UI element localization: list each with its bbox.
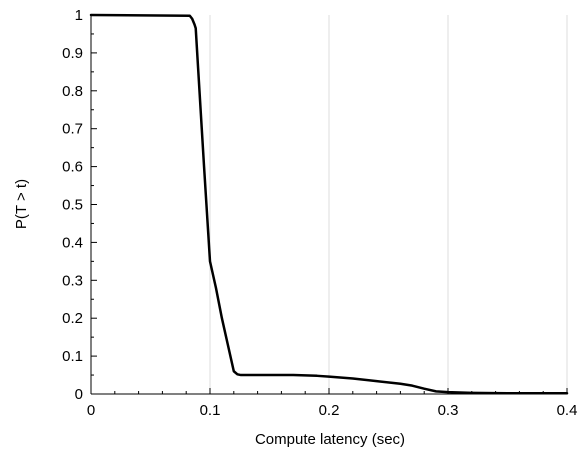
x-tick-label-0: 0 [87,402,95,419]
y-tick-label-9: 0.9 [62,45,83,62]
y-tick-label-0: 0 [75,386,83,403]
y-axis-title: P(T > t) [13,179,30,229]
x-axis-title: Compute latency (sec) [255,431,405,448]
y-tick-label-1: 0.1 [62,348,83,365]
minor-tick-layer [91,33,544,394]
x-tick-label-2: 0.2 [319,402,340,419]
x-tick-label-3: 0.3 [438,402,459,419]
y-tick-label-5: 0.5 [62,197,83,214]
series-line-0 [89,13,569,395]
y-tick-label-10: 1 [75,7,83,24]
y-tick-label-8: 0.8 [62,83,83,100]
y-tick-label-4: 0.4 [62,234,83,251]
y-tick-label-6: 0.6 [62,159,83,176]
y-tick-label-7: 0.7 [62,121,83,138]
y-tick-label-3: 0.3 [62,272,83,289]
grid-layer [209,15,568,394]
axis-layer [90,14,568,395]
series-layer [89,13,569,395]
x-tick-label-4: 0.4 [557,402,578,419]
x-tick-label-1: 0.1 [200,402,221,419]
label-layer: 0 0.1 0.2 0.3 0.4 0 0.1 0.2 0.3 0.4 0.5 0.6 0.7 0.8 0.… [62,7,577,419]
y-tick-label-2: 0.2 [62,310,83,327]
